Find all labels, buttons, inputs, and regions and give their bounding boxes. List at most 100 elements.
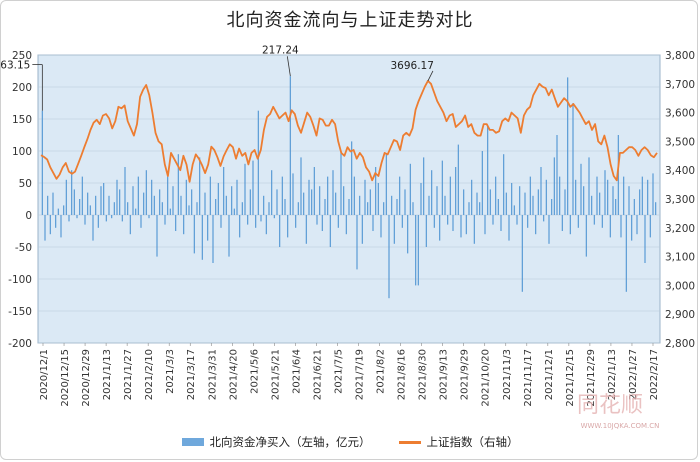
flow-bar [380,215,382,238]
x-tick-label: 2021/12/29 [586,349,597,407]
flow-bar [108,195,110,215]
flow-bar [455,167,457,215]
flow-bar [636,215,638,235]
flow-bar [300,157,302,215]
y-left-tick-label: 250 [12,50,32,62]
flow-bar [508,215,510,241]
flow-bar [193,215,195,254]
flow-bar [119,189,121,215]
flow-bar [511,183,513,215]
flow-bar [97,215,99,228]
flow-bar [215,199,217,215]
flow-bar [279,215,281,247]
legend-swatch-line [398,440,421,444]
flow-bar [199,157,201,215]
flow-bar [487,125,489,215]
x-tick-label: 2022/1/27 [628,349,639,400]
flow-bar [609,215,611,238]
flow-bar [441,160,443,215]
watermark-brand: 同花顺 [577,393,643,418]
flow-bar [335,192,337,215]
legend-label-line: 上证指数（右轴） [426,435,519,449]
flow-bar [183,215,185,235]
flow-bar [345,215,347,235]
flow-bar [340,151,342,215]
flow-bar [425,215,427,247]
flow-bar [268,202,270,215]
x-tick-label: 2021/6/21 [312,349,323,400]
flow-bar [303,192,305,215]
flow-bar [127,202,129,215]
flow-bar [252,160,254,215]
flow-bar [519,186,521,215]
flow-bar [201,215,203,260]
flow-bar [612,186,614,215]
flow-bar [585,215,587,257]
flow-bar [399,176,401,215]
y-left-tick-label: 50 [19,178,32,190]
flow-bar [556,135,558,215]
flow-bar [255,215,257,228]
flow-bar [489,189,491,215]
flow-bar [271,170,273,215]
flow-bar [105,215,107,222]
flow-bar [49,215,51,235]
flow-bar [151,179,153,215]
x-tick-label: 2021/7/19 [355,349,366,400]
x-tick-label: 2021/8/2 [376,349,387,394]
y-right-tick-label: 3,800 [665,50,695,62]
flow-bar [623,176,625,215]
flow-bar [137,176,139,215]
flow-bar [135,208,137,215]
flow-bar [383,202,385,215]
y-left-tick-label: 0 [25,210,32,222]
flow-bar [593,215,595,225]
flow-bar [428,195,430,215]
flow-bar [311,189,313,215]
flow-bar [244,163,246,215]
flow-bar [207,215,209,241]
flow-bar [375,167,377,215]
flow-bar [153,195,155,215]
y-right-tick-label: 3,100 [665,252,695,264]
flow-bar [361,215,363,244]
flow-bar [284,199,286,215]
flow-bar [532,195,534,215]
flow-bar [655,202,657,215]
flow-bar [652,173,654,215]
flow-bar [236,179,238,215]
flow-bar [471,179,473,215]
flow-bar [433,215,435,228]
flow-bar [615,199,617,215]
flow-bar [156,215,158,257]
flow-bar [297,202,299,215]
y-right-tick-label: 2,800 [665,338,695,350]
flow-bar [559,176,561,215]
x-tick-label: 2021/12/15 [565,349,576,407]
flow-bar [505,192,507,215]
flow-bar [249,189,251,215]
flow-bar [641,176,643,215]
index-line [40,80,658,183]
flow-bar [569,215,571,235]
flow-bar [273,215,275,219]
flow-bar [647,179,649,215]
flow-bar [52,192,54,215]
flow-bar [111,215,113,219]
flow-bar [385,154,387,215]
flow-bar [121,215,123,222]
annotation-leader [286,56,291,77]
flow-bar [596,176,598,215]
flow-bar [561,215,563,231]
x-tick-label: 2021/11/3 [502,349,513,400]
flow-bar [500,215,502,231]
x-tick-label: 2021/1/27 [123,349,134,400]
y-right-tick-label: 3,000 [665,280,695,292]
flow-bar [407,215,409,254]
flow-bar [588,157,590,215]
flow-bar [367,202,369,215]
flow-bar [473,215,475,244]
flow-bar [572,103,574,215]
flow-bar [591,195,593,215]
